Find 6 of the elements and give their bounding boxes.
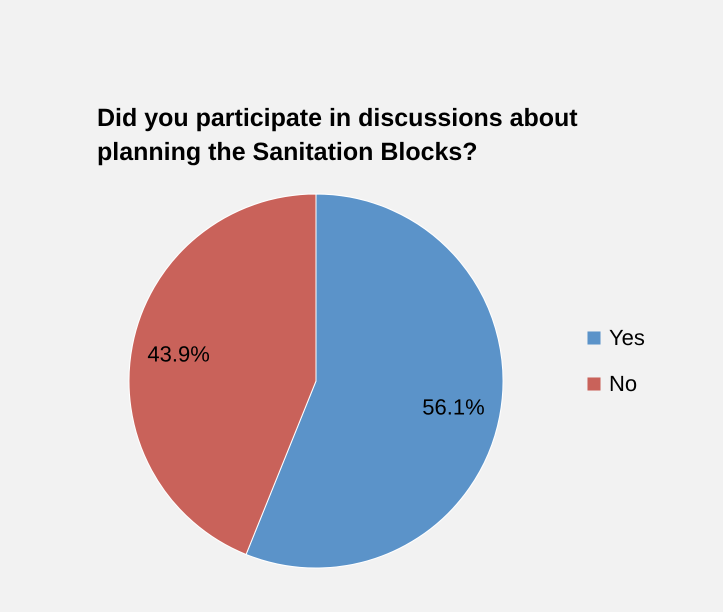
legend-label: No (609, 371, 638, 396)
legend-label: Yes (609, 325, 645, 350)
data-label: 43.9% (147, 341, 210, 366)
text: planning the Sanitation Blocks? (97, 138, 478, 166)
data-label: 56.1% (422, 394, 485, 420)
text: Did you participate in discussions about (97, 104, 578, 132)
